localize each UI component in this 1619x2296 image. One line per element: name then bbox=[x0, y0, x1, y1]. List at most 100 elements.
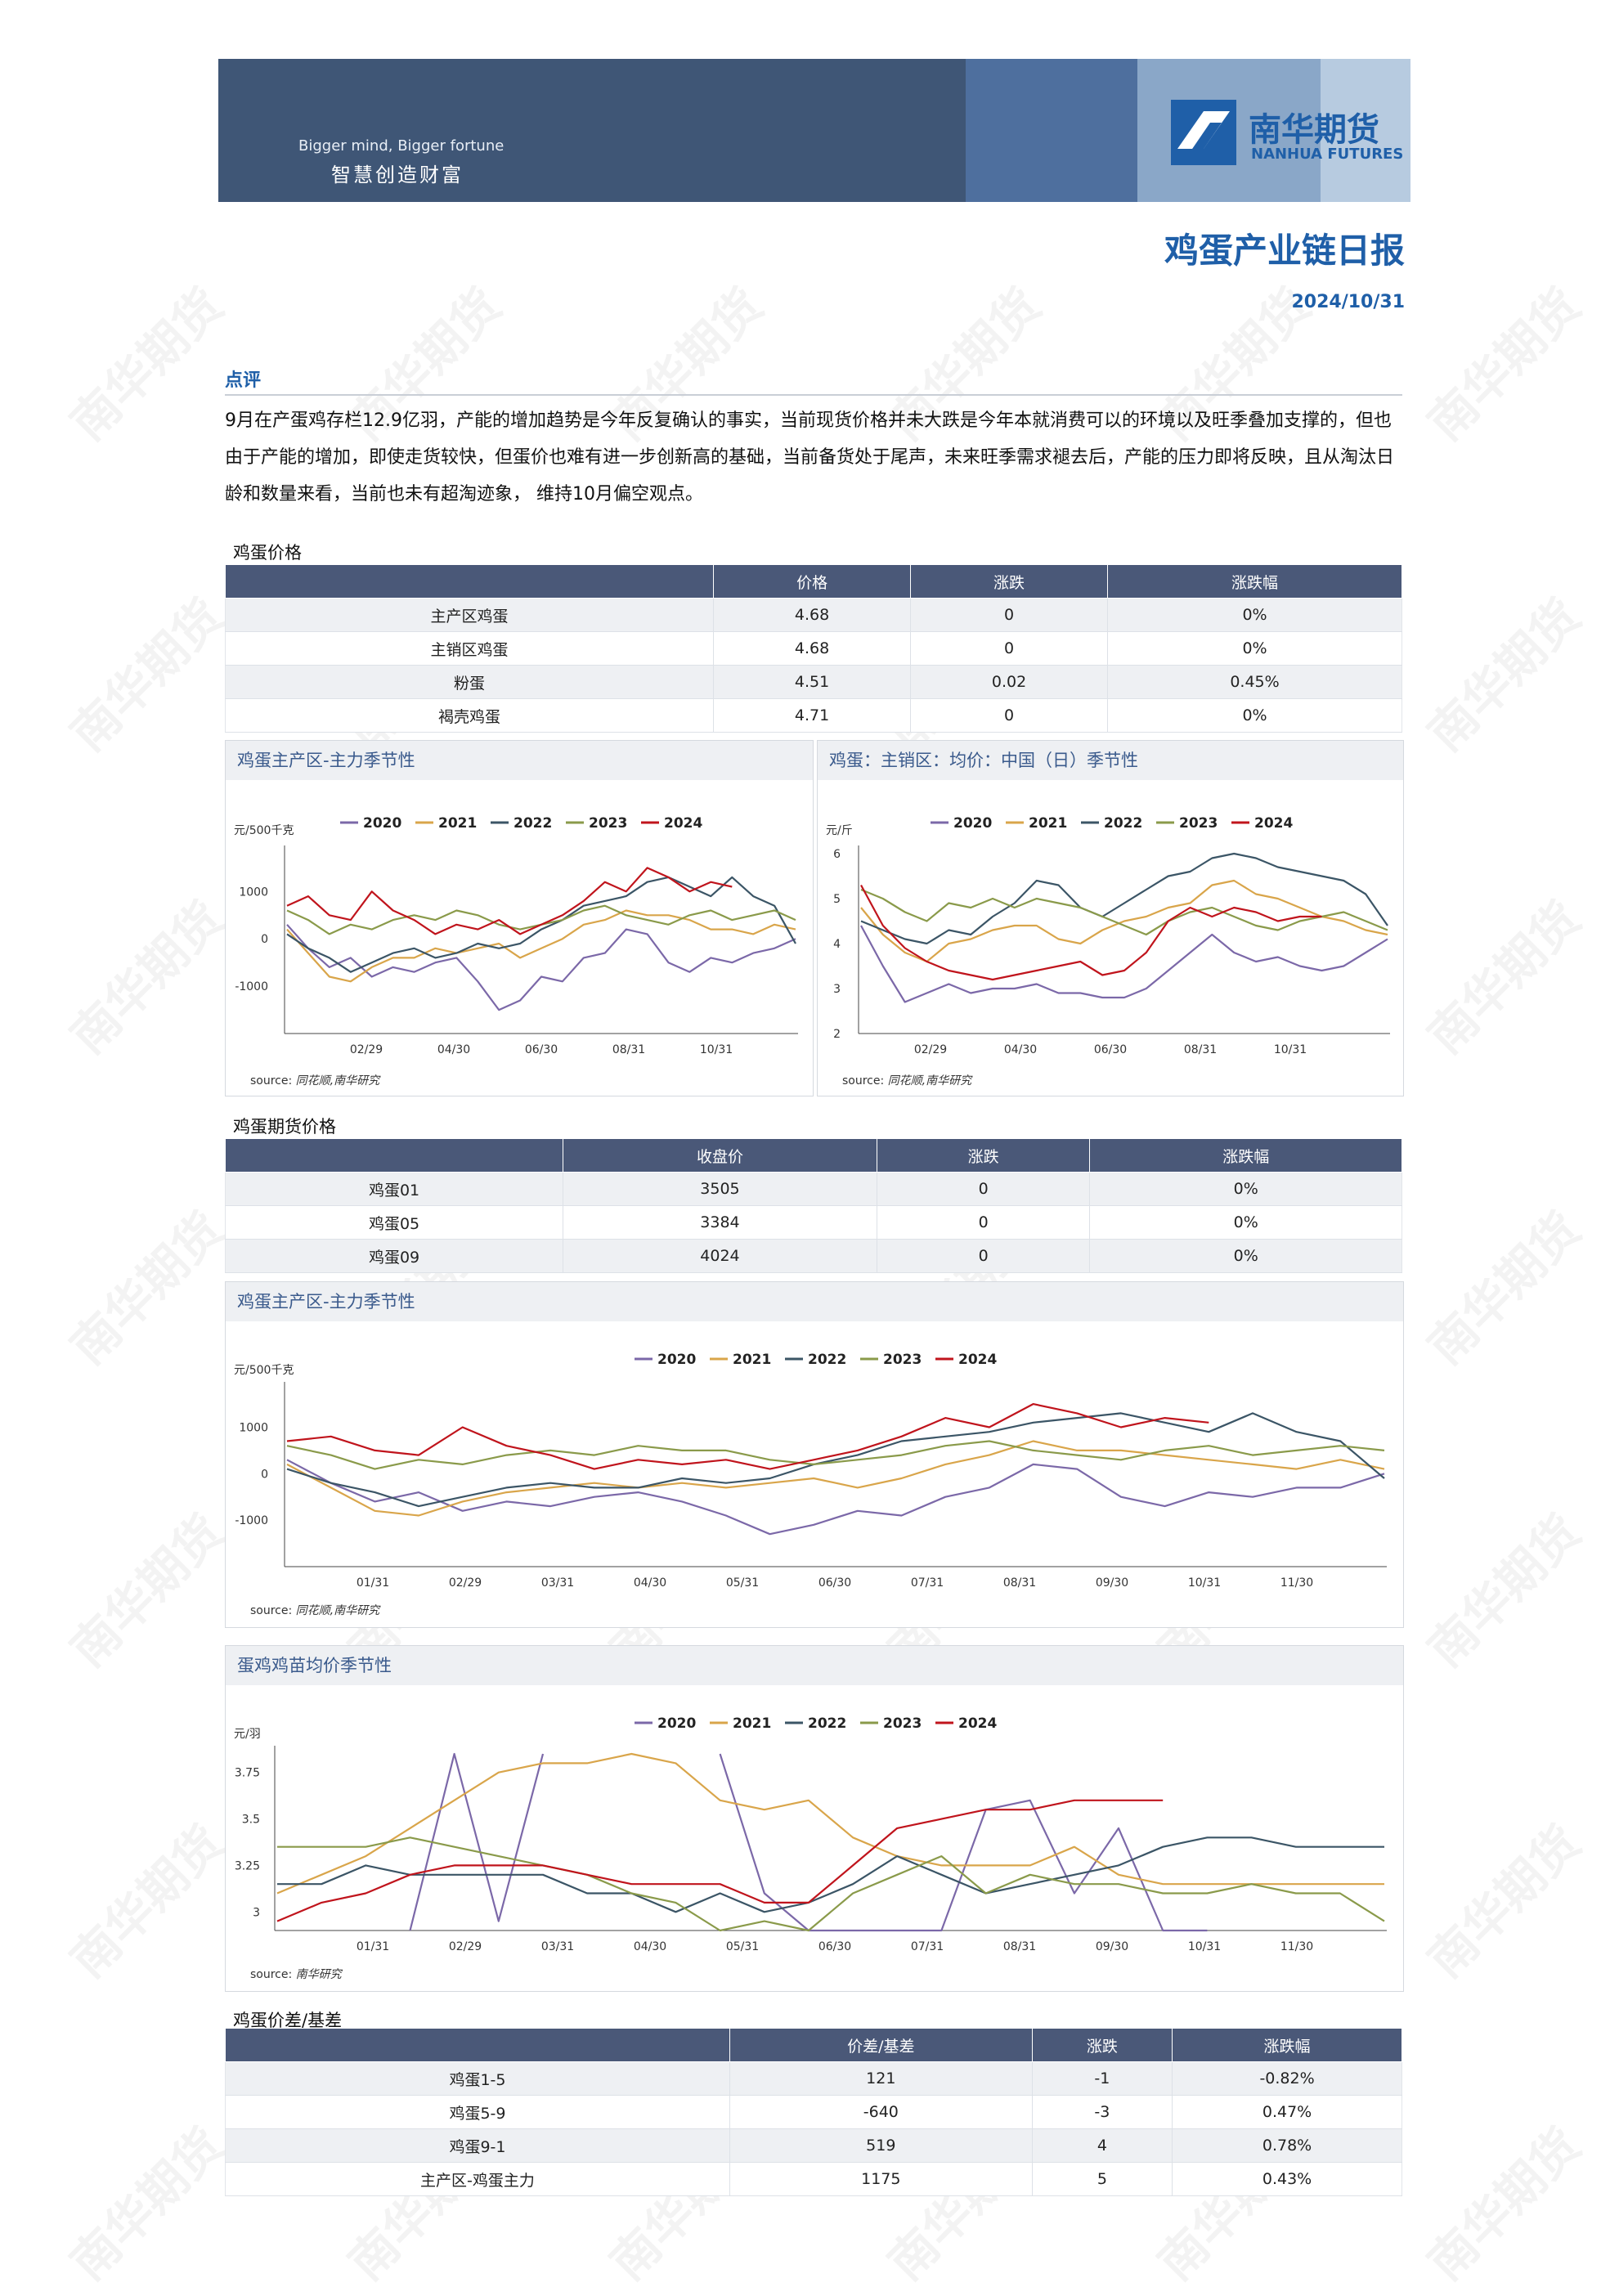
chart-title: 蛋鸡鸡苗均价季节性 bbox=[226, 1646, 1403, 1685]
x-tick-label: 10/31 bbox=[1188, 1940, 1221, 1953]
y-axis-label: 元/斤 bbox=[826, 824, 853, 837]
x-tick-label: 11/30 bbox=[1280, 1940, 1313, 1953]
comment-heading: 点评 bbox=[225, 370, 262, 391]
legend-item: 2024 bbox=[1231, 815, 1293, 832]
table-cell: 主销区鸡蛋 bbox=[224, 631, 714, 666]
table-row: 粉蛋 4.51 0.02 0.45% bbox=[224, 665, 1402, 699]
seasonal-chart-3: 2020 2021 2022 2023 2024 元/500千克 1000 0 -1000 01/… bbox=[234, 1352, 1387, 1617]
x-tick-label: 07/31 bbox=[911, 1940, 944, 1953]
table-cell: 0 bbox=[910, 698, 1108, 733]
series-line-2021 bbox=[286, 1440, 1385, 1517]
watermark-text: 南华期货 bbox=[60, 588, 234, 762]
legend-item: 2020 bbox=[931, 815, 992, 832]
table-cell: 褐壳鸡蛋 bbox=[224, 698, 714, 733]
y-tick-label: 3 bbox=[833, 983, 841, 996]
x-tick-label: 04/30 bbox=[634, 1576, 666, 1590]
y-tick-label: 3 bbox=[253, 1906, 260, 1919]
series-line-2022 bbox=[277, 1836, 1384, 1913]
legend-label: 2024 bbox=[1254, 815, 1293, 832]
table-row: 鸡蛋09 4024 0 0% bbox=[224, 1239, 1402, 1273]
legend-item: 2020 bbox=[635, 1352, 696, 1368]
seasonal-chart-1: 2020 2021 2022 2023 2024 元/500千克 1000 0 -1000 02/… bbox=[234, 815, 798, 1087]
legend-item: 2024 bbox=[935, 1715, 997, 1732]
comment-text: 9月在产蛋鸡存栏12.9亿羽，产能的增加趋势是今年反复确认的事实，当前现货价格并… bbox=[225, 410, 1395, 504]
legend-item: 2021 bbox=[710, 1715, 771, 1732]
chart-source: source: 同花顺,南华研究 bbox=[842, 1074, 973, 1087]
table-row: 鸡蛋01 3505 0 0% bbox=[224, 1172, 1402, 1206]
table-cell: 0 bbox=[910, 598, 1108, 632]
x-tick-label: 06/30 bbox=[818, 1576, 851, 1590]
table-cell: 鸡蛋01 bbox=[224, 1172, 563, 1206]
legend-item: 2020 bbox=[340, 815, 401, 832]
y-tick-label: 3.25 bbox=[235, 1859, 260, 1872]
series-line-2023 bbox=[277, 1836, 1385, 1932]
table-cell: 0% bbox=[1089, 1205, 1402, 1240]
table-row: 鸡蛋5-9 -640 -3 0.47% bbox=[225, 2095, 1402, 2129]
series-line-2020 bbox=[860, 925, 1388, 1003]
table-header-cell bbox=[224, 564, 715, 599]
table-cell: 鸡蛋05 bbox=[224, 1205, 563, 1240]
x-tick-label: 02/29 bbox=[914, 1043, 947, 1056]
legend-label: 2022 bbox=[1104, 815, 1142, 832]
table-cell: 4 bbox=[1031, 2128, 1173, 2163]
series-line-2022 bbox=[286, 1412, 1385, 1508]
series-line-2024 bbox=[286, 1403, 1209, 1470]
legend-item: 2023 bbox=[566, 815, 627, 832]
legend-item: 2020 bbox=[635, 1715, 696, 1732]
y-tick-label: 1000 bbox=[239, 886, 268, 899]
watermark-text: 南华期货 bbox=[1417, 2117, 1591, 2291]
legend-label: 2021 bbox=[438, 815, 477, 832]
table-row: 鸡蛋9-1 519 4 0.78% bbox=[225, 2128, 1402, 2163]
x-tick-label: 08/31 bbox=[1003, 1576, 1036, 1590]
watermark-text: 南华期货 bbox=[60, 1814, 234, 1989]
seasonal-chart-4: 2020 2021 2022 2023 2024 元/羽 3.75 3.5 3.25 3 01/31… bbox=[234, 1715, 1387, 1981]
y-tick-label: 1000 bbox=[239, 1421, 268, 1434]
table-cell: 4.68 bbox=[713, 598, 911, 632]
futures-table: 收盘价 涨跌 涨跌幅 鸡蛋01 3505 0 0% 鸡蛋05 3384 0 0% 鸡蛋09 4024 0 0… bbox=[224, 1138, 1402, 1273]
table-row: 褐壳鸡蛋 4.71 0 0% bbox=[224, 698, 1402, 733]
table-cell: 3384 bbox=[563, 1205, 877, 1240]
table-cell: 0.78% bbox=[1172, 2128, 1402, 2163]
table-row: 鸡蛋1-5 121 -1 -0.82% bbox=[225, 2061, 1402, 2096]
x-tick-label: 09/30 bbox=[1096, 1940, 1128, 1953]
x-tick-label: 05/31 bbox=[726, 1940, 759, 1953]
table-cell: 4.68 bbox=[713, 631, 911, 666]
legend-label: 2024 bbox=[958, 1352, 997, 1368]
legend-item: 2024 bbox=[641, 815, 702, 832]
legend-item: 2023 bbox=[860, 1715, 922, 1732]
table-cell: 0 bbox=[876, 1172, 1090, 1206]
chart-title: 鸡蛋：主销区：均价：中国（日）季节性 bbox=[818, 741, 1403, 780]
x-tick-label: 08/31 bbox=[1003, 1940, 1036, 1953]
table-cell: 鸡蛋1-5 bbox=[225, 2061, 730, 2096]
table-header-cell: 涨跌幅 bbox=[1107, 564, 1402, 599]
chart-source: source: 同花顺,南华研究 bbox=[250, 1604, 381, 1617]
y-tick-label: 2 bbox=[833, 1028, 841, 1041]
legend-label: 2020 bbox=[953, 815, 992, 832]
table-cell: 0% bbox=[1107, 598, 1402, 632]
table-header-cell bbox=[224, 1138, 564, 1173]
table-header-cell bbox=[225, 2028, 730, 2062]
y-tick-label: -1000 bbox=[235, 980, 268, 993]
legend-label: 2022 bbox=[808, 1715, 846, 1732]
legend-label: 2024 bbox=[664, 815, 702, 832]
watermark-text: 南华期货 bbox=[1417, 1504, 1591, 1678]
table-cell: 0% bbox=[1107, 631, 1402, 666]
x-tick-label: 03/31 bbox=[541, 1576, 574, 1590]
table-cell: 0 bbox=[910, 631, 1108, 666]
table-cell: 5 bbox=[1031, 2162, 1173, 2196]
logo-text-en: NANHUA FUTURES bbox=[1251, 146, 1404, 163]
watermark-text: 南华期货 bbox=[60, 890, 234, 1065]
x-tick-label: 01/31 bbox=[357, 1940, 389, 1953]
series-line-2020 bbox=[286, 924, 796, 1011]
x-tick-label: 11/30 bbox=[1280, 1576, 1313, 1590]
x-tick-label: 08/31 bbox=[612, 1043, 645, 1056]
chart-panel: 鸡蛋主产区-主力季节性 2020 2021 2022 2023 2024 元/500千克 1… bbox=[225, 1281, 1404, 1628]
y-tick-label: 0 bbox=[261, 1468, 268, 1481]
watermark-text: 南华期货 bbox=[1417, 890, 1591, 1065]
table-header-cell: 涨跌幅 bbox=[1089, 1138, 1402, 1173]
legend-item: 2021 bbox=[1006, 815, 1067, 832]
table-cell: -3 bbox=[1031, 2095, 1173, 2129]
legend-item: 2023 bbox=[860, 1352, 922, 1368]
x-tick-label: 04/30 bbox=[634, 1940, 666, 1953]
y-tick-label: 3.75 bbox=[235, 1767, 260, 1780]
